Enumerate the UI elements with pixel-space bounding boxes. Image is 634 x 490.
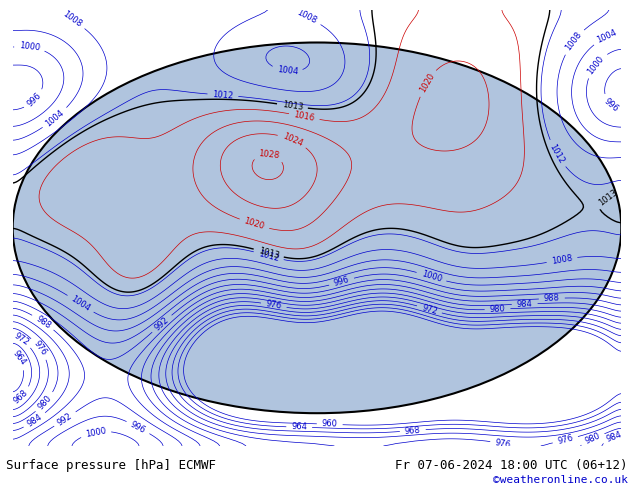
Text: 1008: 1008 [564,30,583,52]
Ellipse shape [13,43,621,413]
Text: 1028: 1028 [257,149,280,160]
Text: 976: 976 [265,299,282,311]
Text: 972: 972 [420,303,438,316]
Text: 992: 992 [56,411,74,427]
Text: 976: 976 [495,438,512,449]
Text: 1000: 1000 [18,41,41,53]
Text: 1024: 1024 [281,132,304,148]
Text: 1013: 1013 [257,246,280,260]
Text: 1004: 1004 [44,108,66,128]
Text: 980: 980 [36,393,53,411]
Text: 1013: 1013 [281,100,304,112]
Text: 1004: 1004 [69,294,92,313]
Text: 1012: 1012 [257,249,280,263]
Text: 964: 964 [11,349,28,367]
Text: 996: 996 [333,275,351,288]
Text: 984: 984 [605,430,624,444]
Text: 1000: 1000 [84,426,107,439]
Text: Fr 07-06-2024 18:00 UTC (06+12): Fr 07-06-2024 18:00 UTC (06+12) [395,459,628,472]
Text: 996: 996 [129,419,147,435]
Text: 996: 996 [26,91,44,109]
Text: 1016: 1016 [293,110,316,123]
Text: 988: 988 [34,314,53,330]
Text: 1008: 1008 [551,254,573,266]
Text: 976: 976 [32,339,48,358]
Text: 1020: 1020 [418,72,436,94]
Text: 996: 996 [602,97,620,114]
Text: 976: 976 [557,434,574,446]
Text: 968: 968 [12,388,30,406]
Text: 1008: 1008 [61,10,83,29]
Text: 964: 964 [291,422,307,432]
Text: 1020: 1020 [243,217,266,232]
Text: 992: 992 [153,315,171,332]
Text: 988: 988 [543,294,560,303]
Text: 980: 980 [489,304,506,314]
Text: 968: 968 [404,425,421,436]
Text: 980: 980 [583,431,602,446]
Text: 1004: 1004 [596,28,619,45]
Text: 1012: 1012 [212,90,234,100]
Text: 1000: 1000 [586,54,606,76]
Text: 1008: 1008 [295,8,318,26]
Text: 1013: 1013 [597,188,619,207]
Text: Surface pressure [hPa] ECMWF: Surface pressure [hPa] ECMWF [6,459,216,472]
Text: 984: 984 [25,412,44,429]
Text: ©weatheronline.co.uk: ©weatheronline.co.uk [493,475,628,485]
Text: 960: 960 [321,419,338,429]
Text: 1004: 1004 [276,65,298,76]
Text: 984: 984 [517,299,533,309]
Text: 1000: 1000 [420,270,443,284]
Text: 972: 972 [12,331,30,347]
Text: 1012: 1012 [548,143,566,165]
